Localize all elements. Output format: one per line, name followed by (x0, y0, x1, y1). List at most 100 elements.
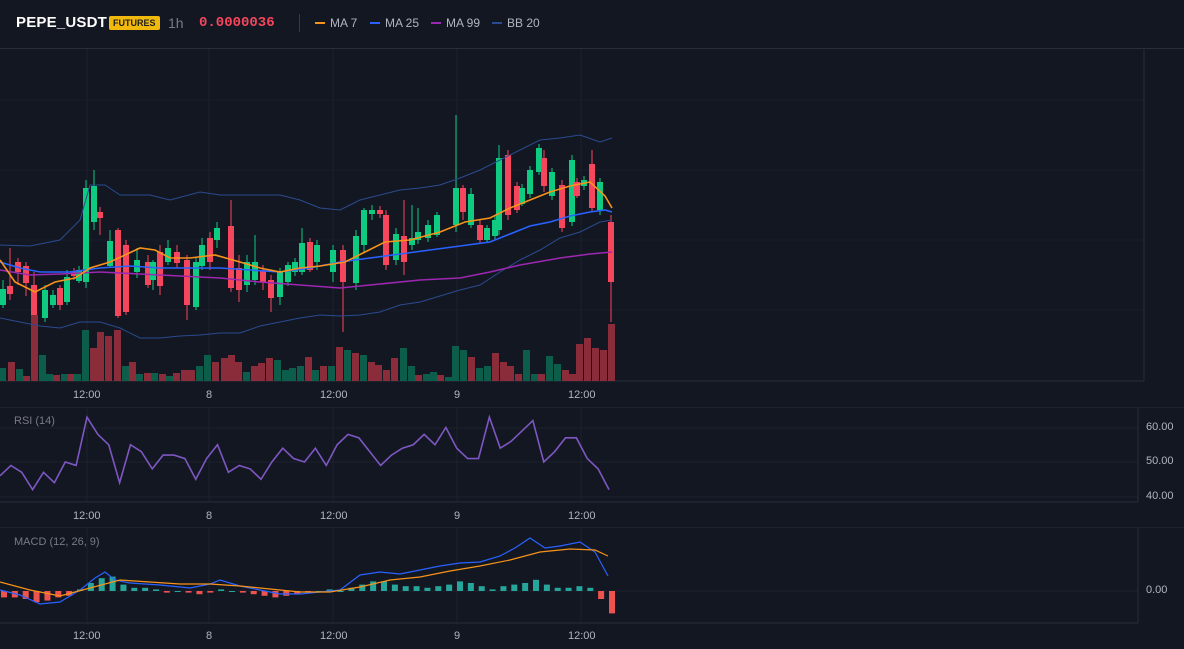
volume-bar (569, 374, 576, 381)
volume-bar (74, 374, 81, 381)
candle (330, 250, 336, 272)
volume-bar (82, 330, 89, 381)
macd-hist-bar (218, 589, 225, 591)
volume-bar (23, 376, 30, 381)
macd-hist-bar (272, 591, 279, 598)
rsi-tick: 40.00 (1146, 490, 1174, 502)
candle (468, 194, 474, 225)
candle (7, 286, 13, 294)
candle (377, 210, 383, 214)
macd-hist-bar (435, 586, 442, 591)
time-label: 12:00 (73, 630, 101, 642)
candle (165, 248, 171, 262)
macd-hist-bar (196, 591, 203, 595)
volume-bar (430, 372, 437, 381)
volume-bar (344, 350, 351, 381)
volume-bar (188, 370, 195, 381)
volume-bar (46, 374, 53, 381)
volume-bar (129, 362, 136, 381)
price-chart[interactable] (0, 48, 1184, 408)
candle (228, 226, 234, 288)
volume-bar (492, 353, 499, 381)
candle (214, 228, 220, 240)
candle (277, 272, 283, 297)
time-label: 12:00 (73, 510, 101, 522)
macd-hist-bar (576, 586, 583, 591)
candle (496, 158, 502, 230)
candle (361, 210, 367, 245)
legend-ma7[interactable]: MA 7 (315, 16, 357, 30)
volume-bar (166, 376, 173, 381)
candle (307, 242, 313, 270)
volume-bar (266, 358, 273, 381)
candle (434, 215, 440, 235)
legend-bb20[interactable]: BB 20 (492, 16, 540, 30)
macd-hist-bar (381, 581, 387, 591)
candle (536, 148, 542, 172)
macd-hist-bar (391, 584, 398, 591)
macd-hist-bar (55, 591, 62, 598)
macd-hist-bar (120, 584, 127, 591)
legend-ma25-label: MA 25 (385, 16, 420, 30)
symbol-name[interactable]: PEPE_USDT (16, 14, 107, 31)
candle (541, 158, 547, 186)
candle (505, 155, 511, 215)
volume-bar (39, 355, 46, 381)
volume-bar (460, 350, 467, 381)
rsi-panel[interactable] (0, 407, 1184, 527)
volume-bar (305, 357, 312, 381)
candle (460, 188, 466, 212)
candle (415, 232, 421, 240)
candle (484, 228, 490, 240)
futures-badge: FUTURES (109, 16, 160, 30)
time-label: 9 (454, 510, 461, 522)
volume-bar (507, 366, 514, 381)
volume-bar (151, 373, 158, 381)
volume-bar (336, 347, 343, 381)
volume-bar (368, 362, 375, 381)
legend-ma99[interactable]: MA 99 (431, 16, 480, 30)
macd-hist-bar (326, 589, 333, 591)
legend-ma25[interactable]: MA 25 (370, 16, 419, 30)
time-label: 8 (206, 510, 213, 522)
macd-hist-bar (598, 591, 605, 599)
volume-bar (500, 362, 507, 381)
candle (244, 262, 250, 285)
candle (31, 285, 37, 318)
time-label: 9 (454, 389, 461, 401)
volume-bar (531, 374, 538, 381)
candle (268, 280, 274, 298)
volume-bar (181, 370, 188, 381)
volume-bar (523, 350, 530, 381)
volume-bar (476, 368, 483, 381)
bb-lower (0, 219, 613, 339)
macd-hist-bar (457, 581, 463, 591)
time-label: 12:00 (320, 630, 348, 642)
volume-bar (61, 374, 68, 381)
macd-hist-bar (359, 584, 366, 591)
timeframe-label[interactable]: 1h (168, 15, 184, 31)
volume-bar (592, 348, 599, 381)
macd-hist-bar (565, 587, 572, 591)
volume-bar (538, 374, 545, 381)
last-price: 0.0000036 (199, 15, 275, 31)
macd-hist-bar (478, 586, 485, 591)
volume-bar (584, 338, 591, 381)
candle (559, 185, 565, 228)
macd-hist-bar (413, 586, 420, 591)
macd-panel[interactable] (0, 527, 1184, 649)
macd-hist-bar (1, 591, 7, 598)
macd-hist-bar (370, 581, 377, 591)
volume-bar (97, 332, 104, 381)
macd-hist-bar (587, 587, 594, 591)
candle (569, 160, 575, 222)
macd-tick: 0.00 (1146, 584, 1168, 596)
chart-header: PEPE_USDT FUTURES 1h 0.0000036 MA 7 MA 2… (0, 0, 1184, 49)
volume-bar (68, 374, 75, 381)
macd-hist-bar (511, 584, 518, 591)
candle (340, 250, 346, 282)
macd-hist-bar (44, 591, 51, 601)
rsi-tick: 60.00 (1146, 421, 1174, 433)
macd-hist-bar (163, 591, 170, 593)
time-label: 12:00 (320, 510, 348, 522)
